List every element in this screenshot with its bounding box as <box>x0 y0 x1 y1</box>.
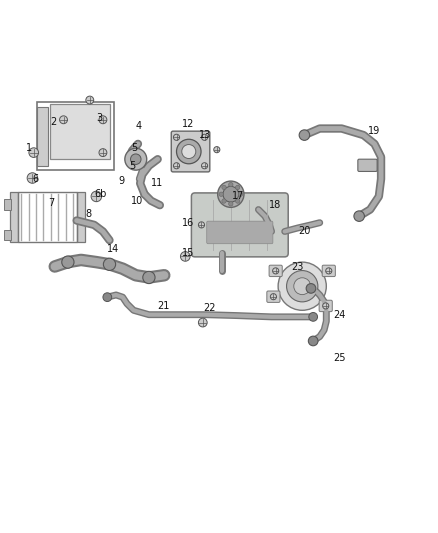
Text: 3: 3 <box>96 112 102 123</box>
Circle shape <box>219 192 223 197</box>
Text: 16: 16 <box>182 217 194 228</box>
Circle shape <box>131 154 141 165</box>
Circle shape <box>103 258 116 270</box>
FancyBboxPatch shape <box>267 291 280 302</box>
Text: 20: 20 <box>298 227 310 237</box>
Text: 19: 19 <box>368 126 380 136</box>
Circle shape <box>99 116 107 124</box>
Text: 9: 9 <box>118 176 124 186</box>
Circle shape <box>62 256 74 268</box>
Circle shape <box>173 163 180 169</box>
Circle shape <box>29 148 39 157</box>
Text: 25: 25 <box>333 353 346 364</box>
Circle shape <box>86 96 94 104</box>
FancyBboxPatch shape <box>37 107 48 166</box>
Circle shape <box>323 303 329 309</box>
Circle shape <box>177 139 201 164</box>
FancyBboxPatch shape <box>10 192 18 243</box>
Text: 18: 18 <box>269 200 282 210</box>
FancyBboxPatch shape <box>269 265 282 277</box>
Circle shape <box>223 187 239 202</box>
Text: 21: 21 <box>158 301 170 311</box>
Text: 12: 12 <box>182 119 194 129</box>
Text: 23: 23 <box>291 262 304 271</box>
Circle shape <box>214 147 220 153</box>
FancyBboxPatch shape <box>358 159 377 172</box>
Text: 22: 22 <box>204 303 216 313</box>
Text: 4: 4 <box>136 122 142 131</box>
Circle shape <box>306 284 316 293</box>
Circle shape <box>125 148 147 170</box>
Circle shape <box>173 134 180 140</box>
Text: 17: 17 <box>232 191 244 201</box>
Circle shape <box>354 211 364 221</box>
Text: 10: 10 <box>131 196 144 206</box>
Text: 5: 5 <box>131 143 138 154</box>
Circle shape <box>99 149 107 157</box>
Text: 14: 14 <box>107 244 120 254</box>
FancyBboxPatch shape <box>322 265 336 277</box>
Circle shape <box>103 293 112 302</box>
Circle shape <box>222 199 226 203</box>
FancyBboxPatch shape <box>50 104 110 159</box>
Circle shape <box>229 182 233 187</box>
Text: 1: 1 <box>26 143 32 154</box>
Text: 7: 7 <box>48 198 54 208</box>
Circle shape <box>201 134 208 140</box>
Circle shape <box>236 199 240 203</box>
Circle shape <box>218 181 244 207</box>
Circle shape <box>60 116 67 124</box>
Circle shape <box>201 163 208 169</box>
Circle shape <box>27 173 38 183</box>
FancyBboxPatch shape <box>191 193 288 257</box>
Circle shape <box>198 222 205 228</box>
Circle shape <box>299 130 310 140</box>
Text: 13: 13 <box>199 130 212 140</box>
Circle shape <box>294 278 311 295</box>
Text: 8: 8 <box>85 209 92 219</box>
FancyBboxPatch shape <box>4 230 11 240</box>
Text: 6b: 6b <box>94 189 106 199</box>
Text: 11: 11 <box>151 178 163 188</box>
FancyBboxPatch shape <box>4 199 11 210</box>
Circle shape <box>270 294 276 300</box>
Circle shape <box>180 252 190 261</box>
Text: 15: 15 <box>182 248 194 259</box>
Circle shape <box>278 262 326 310</box>
Text: 5: 5 <box>129 161 135 171</box>
Text: 2: 2 <box>50 117 57 127</box>
FancyBboxPatch shape <box>207 221 273 244</box>
Circle shape <box>182 144 196 158</box>
Circle shape <box>143 271 155 284</box>
Circle shape <box>308 336 318 346</box>
Circle shape <box>236 185 240 190</box>
Circle shape <box>198 318 207 327</box>
Circle shape <box>326 268 332 274</box>
Text: 6: 6 <box>33 174 39 184</box>
Text: 24: 24 <box>333 310 345 320</box>
Circle shape <box>286 271 318 302</box>
Circle shape <box>309 312 318 321</box>
Circle shape <box>238 192 243 197</box>
FancyBboxPatch shape <box>319 300 332 312</box>
FancyBboxPatch shape <box>77 192 85 243</box>
Circle shape <box>91 191 102 201</box>
Circle shape <box>229 201 233 206</box>
FancyBboxPatch shape <box>171 131 210 172</box>
Circle shape <box>222 185 226 190</box>
Circle shape <box>272 268 279 274</box>
